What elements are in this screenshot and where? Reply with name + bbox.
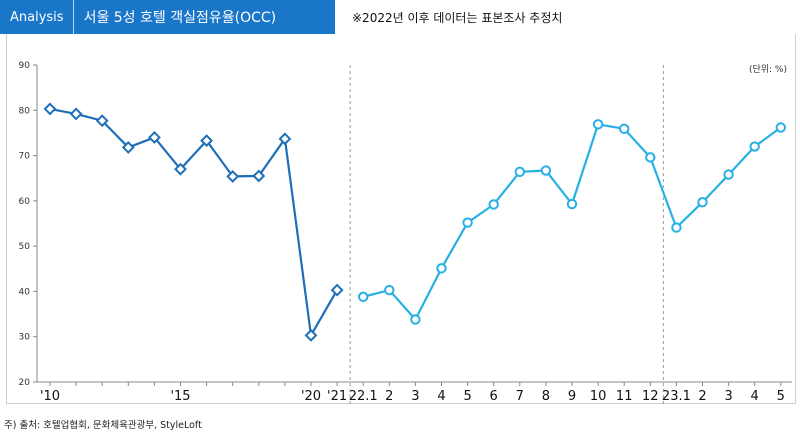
- x-tick-label: 3: [411, 389, 419, 404]
- data-point: [69, 107, 83, 121]
- data-point: [619, 123, 630, 135]
- x-tick-label: 5: [777, 389, 785, 404]
- data-point: [252, 169, 266, 183]
- x-tick-label: '20: [301, 389, 321, 404]
- x-tick-label: 3: [724, 389, 732, 404]
- data-point: [278, 132, 292, 146]
- data-point: [95, 114, 109, 128]
- x-tick-label: 4: [437, 389, 445, 404]
- y-tick-label: 20: [19, 378, 31, 388]
- source-note: 주) 출처: 호텔업협회, 문화체육관광부, StyleLoft: [4, 420, 202, 431]
- x-tick-label: '21: [327, 389, 347, 404]
- data-point: [566, 198, 578, 210]
- y-tick-label: 50: [19, 242, 31, 252]
- y-tick-label: 80: [19, 106, 31, 116]
- data-point: [645, 152, 656, 163]
- data-point: [540, 165, 552, 176]
- data-point: [462, 217, 473, 228]
- header-bar: Analysis 서울 5성 호텔 객실점유율(OCC): [0, 0, 335, 34]
- data-point: [174, 162, 187, 176]
- y-tick-label: 70: [19, 152, 31, 162]
- data-point: [384, 284, 395, 296]
- data-point: [330, 283, 344, 297]
- y-tick-label: 30: [19, 333, 31, 343]
- series-line: [362, 123, 782, 321]
- x-tick-label: 23.1: [662, 389, 691, 404]
- data-point: [43, 102, 57, 116]
- estimate-note: ※2022년 이후 데이터는 표본조사 추정치: [352, 11, 563, 25]
- x-tick-label: 22.1: [349, 389, 378, 404]
- x-tick-label: 2: [385, 389, 393, 404]
- data-point: [749, 141, 760, 152]
- data-point: [723, 169, 734, 180]
- data-point: [121, 141, 135, 154]
- data-point: [200, 134, 214, 148]
- x-tick-label: 8: [542, 389, 550, 404]
- data-point: [671, 222, 682, 233]
- data-point: [697, 197, 708, 208]
- y-tick-label: 40: [19, 287, 31, 297]
- x-tick-label: 10: [590, 389, 607, 404]
- header-banner: Analysis 서울 5성 호텔 객실점유율(OCC) ※2022년 이후 데…: [0, 0, 800, 34]
- data-point: [304, 328, 318, 342]
- data-point: [147, 131, 161, 144]
- data-point: [775, 122, 786, 133]
- data-point: [436, 263, 447, 274]
- x-tick-label: 6: [490, 389, 498, 404]
- x-tick-label: '15: [170, 389, 190, 404]
- y-tick-label: 90: [19, 61, 31, 71]
- x-tick-label: 9: [568, 389, 576, 404]
- chart-title: 서울 5성 호텔 객실점유율(OCC): [83, 10, 277, 26]
- data-point: [226, 169, 240, 183]
- x-tick-label: 2: [698, 389, 706, 404]
- x-tick-label: 7: [516, 389, 524, 404]
- x-tick-label: 5: [463, 389, 471, 404]
- data-point: [410, 314, 421, 325]
- x-tick-label: '10: [40, 389, 60, 404]
- section-tag: Analysis: [0, 0, 74, 34]
- y-tick-label: 60: [19, 197, 31, 207]
- x-tick-label: 11: [616, 389, 633, 404]
- x-tick-label: 12: [642, 389, 659, 404]
- chart-frame: (단위: %): [6, 34, 796, 404]
- data-point: [514, 166, 525, 178]
- series-line: [49, 107, 339, 337]
- data-point: [488, 199, 499, 210]
- data-point: [358, 291, 369, 303]
- data-point: [592, 119, 604, 130]
- unit-label: (단위: %): [748, 65, 787, 75]
- x-tick-label: 4: [751, 389, 759, 404]
